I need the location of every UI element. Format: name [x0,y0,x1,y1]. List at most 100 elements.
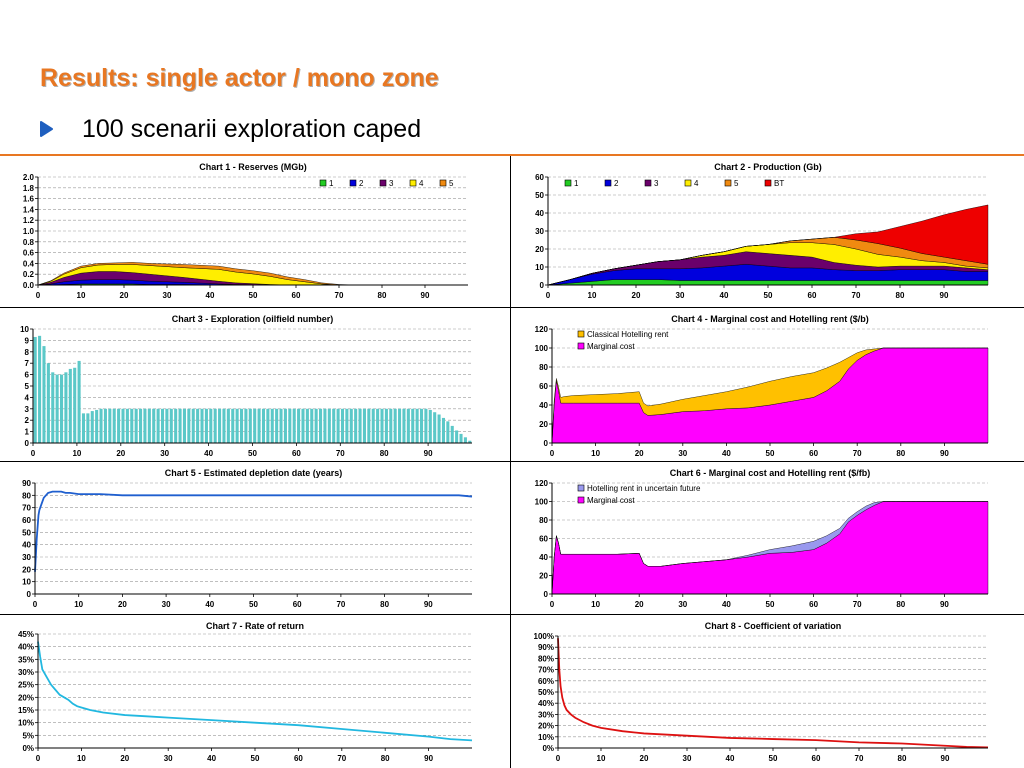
chart-5-panel: Chart 5 - Estimated depletion date (year… [0,463,508,614]
y-tick-label: 80 [539,516,548,525]
y-tick-label: 0.8 [23,238,35,247]
y-tick-label: 10 [22,578,31,587]
chart-6-panel: Chart 6 - Marginal cost and Hotelling re… [512,463,1022,614]
y-tick-label: 80 [22,491,31,500]
x-tick-label: 10 [74,600,83,609]
y-tick-label: 20% [18,693,34,702]
chart-8-panel: Chart 8 - Coefficient of variation 0% 10% 2… [512,616,1022,768]
x-tick-label: 50 [764,291,773,300]
bar [367,408,371,443]
bar [301,408,305,443]
y-tick-label: 100 [535,498,549,507]
x-tick-label: 0 [33,600,38,609]
area-series-marginal-cost [551,501,989,595]
y-tick-label: 5 [25,382,30,391]
bar [310,408,314,443]
x-tick-label: 20 [632,291,641,300]
y-tick-label: 1.6 [23,195,35,204]
bar [147,408,151,443]
row-divider [0,614,1024,615]
x-tick-label: 30 [683,754,692,763]
chart-7-panel: Chart 7 - Rate of return 0% 5% 10% 15% 20% 25%… [0,616,508,768]
x-tick-label: 90 [424,754,433,763]
x-tick-label: 10 [591,600,600,609]
chart-title: Chart 7 - Rate of return [206,621,304,631]
x-tick-label: 80 [896,291,905,300]
legend-label: 3 [654,179,659,188]
bar [130,408,134,443]
y-tick-label: 60% [538,677,554,686]
x-tick-label: 60 [292,449,301,458]
bar [297,408,301,443]
y-tick-label: 0 [540,281,545,290]
legend-swatch [319,179,327,187]
chart-2-panel: Chart 2 - Production (Gb) 0 10 20 30 40 50 60 0 1… [512,157,1022,307]
x-tick-label: 90 [941,754,950,763]
area-series-classical-hotelling-rent [551,347,988,444]
bar [218,408,222,443]
bar [99,408,103,443]
bar [86,413,90,443]
chart-2: Chart 2 - Production (Gb) 0 10 20 30 40 50 60 0 1… [535,162,989,300]
y-tick-label: 50% [538,688,554,697]
y-tick-label: 40 [535,209,544,218]
y-tick-label: 100% [534,632,554,641]
x-tick-label: 80 [378,291,387,300]
y-tick-label: 0% [22,744,34,753]
x-tick-label: 40 [722,600,731,609]
bar [200,408,204,443]
y-tick-label: 80 [539,363,548,372]
chart-3: Chart 3 - Exploration (oilfield number) 0… [20,314,472,458]
y-tick-label: 20 [539,420,548,429]
bar [235,408,239,443]
x-tick-label: 90 [940,600,949,609]
bar [336,408,340,443]
y-tick-label: 40 [539,401,548,410]
chart-title: Chart 3 - Exploration (oilfield number) [172,314,334,324]
legend-label: BT [774,179,784,188]
y-tick-label: 0.4 [23,259,35,268]
x-tick-label: 20 [116,449,125,458]
bar [446,421,450,443]
y-tick-label: 70 [22,504,31,513]
y-tick-label: 20 [22,565,31,574]
x-tick-label: 50 [769,754,778,763]
x-tick-label: 30 [160,449,169,458]
y-tick-label: 120 [535,325,549,334]
x-tick-label: 10 [591,449,600,458]
bar [196,408,200,443]
y-tick-label: 0 [544,439,549,448]
y-tick-label: 50 [535,191,544,200]
bar [209,408,213,443]
x-tick-label: 90 [940,291,949,300]
x-tick-label: 20 [635,600,644,609]
bar [253,408,257,443]
x-tick-label: 80 [381,754,390,763]
bar [77,360,81,443]
bar [222,408,226,443]
y-tick-label: 30% [538,710,554,719]
bar [305,408,309,443]
y-tick-label: 20% [538,722,554,731]
y-tick-label: 100 [535,344,549,353]
x-tick-label: 70 [336,449,345,458]
y-tick-label: 2 [25,416,30,425]
bar [450,425,454,443]
bar [314,408,318,443]
legend-swatch [439,179,447,187]
chart-title: Chart 8 - Coefficient of variation [705,621,842,631]
bar [433,412,437,443]
chart-6: Chart 6 - Marginal cost and Hotelling re… [535,468,989,609]
y-tick-label: 3 [25,405,30,414]
x-tick-label: 30 [678,449,687,458]
x-tick-label: 40 [205,600,214,609]
bar [112,408,116,443]
bar [468,440,472,443]
y-tick-label: 6 [25,371,30,380]
bar [362,408,366,443]
x-tick-label: 40 [722,449,731,458]
x-tick-label: 80 [896,449,905,458]
header-divider [0,154,1024,156]
bar [384,408,388,443]
x-tick-label: 30 [164,754,173,763]
